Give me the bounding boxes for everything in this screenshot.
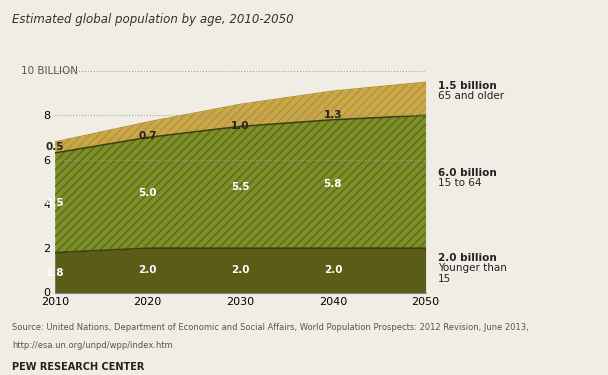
Text: 4.5: 4.5 [46,198,64,208]
Text: 0.5: 0.5 [46,142,64,153]
Text: 2.0: 2.0 [323,266,342,275]
Text: 2.0 billion: 2.0 billion [438,253,497,263]
Text: 5.8: 5.8 [323,179,342,189]
Text: PEW RESEARCH CENTER: PEW RESEARCH CENTER [12,362,145,372]
Text: 2.0: 2.0 [231,266,249,275]
Text: 5.5: 5.5 [231,182,249,192]
Text: 1.5 billion: 1.5 billion [438,81,497,91]
Text: 5.0: 5.0 [138,188,157,198]
Text: 1.8: 1.8 [46,268,64,278]
Text: Estimated global population by age, 2010-2050: Estimated global population by age, 2010… [12,13,294,26]
Text: 10 BILLION: 10 BILLION [21,66,78,76]
Text: Source: United Nations, Department of Economic and Social Affairs, World Populat: Source: United Nations, Department of Ec… [12,322,529,332]
Text: 1.0: 1.0 [231,122,249,131]
Text: 15 to 64: 15 to 64 [438,178,482,188]
Text: http://esa.un.org/unpd/wpp/index.htm: http://esa.un.org/unpd/wpp/index.htm [12,341,173,350]
Text: 1.3: 1.3 [323,110,342,120]
Text: 2.0: 2.0 [138,266,157,275]
Text: Younger than
15: Younger than 15 [438,263,506,285]
Text: 65 and older: 65 and older [438,91,504,101]
Text: 6.0 billion: 6.0 billion [438,168,497,178]
Text: 0.7: 0.7 [138,131,157,141]
